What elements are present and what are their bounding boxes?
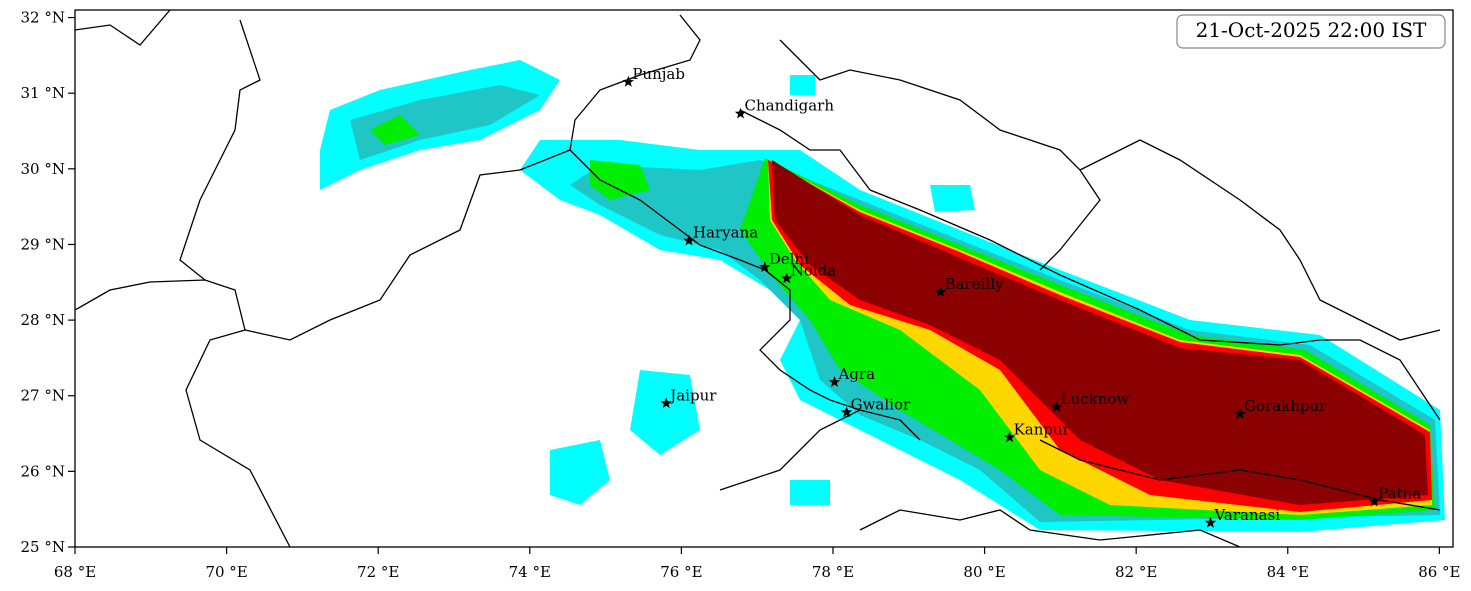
city-label: Patna [1378,485,1421,503]
x-tick-label: 82 °E [1115,563,1157,581]
border [1039,439,1441,511]
precip-extreme [772,160,1428,505]
borders [75,10,1441,547]
y-tick-label: 32 °N [21,9,65,27]
dynamic-layer: 68 °E 70 °E 72 °E 74 °E 76 °E 78 °E 80 °E 82 °E… [21,9,1461,581]
y-tick-label: 31 °N [21,84,65,102]
city-marker [840,406,853,418]
city-marker [828,376,841,387]
title-box: 21-Oct-2025 22:00 IST [1176,14,1446,49]
x-tick-label: 72 °E [357,563,399,581]
city-marker [781,272,793,284]
city-label: Kanpur [1014,420,1071,438]
border [1079,139,1441,341]
city-label: Chandigarh [745,97,835,115]
city-marker [734,107,747,119]
city-label: Jaipur [668,386,717,404]
y-tick-label: 28 °N [21,311,65,329]
city-label: Punjab [632,65,685,83]
border [75,10,171,46]
x-tick-label: 86 °E [1418,563,1460,581]
city-marker [1003,431,1016,443]
city-label: Varanasi [1213,506,1280,524]
precip-layer [320,60,1445,532]
city-marker [1050,401,1063,412]
x-tick-label: 76 °E [660,563,702,581]
border [569,149,921,441]
y-tick-label: 26 °N [21,462,65,480]
map-title: 21-Oct-2025 22:00 IST [1196,18,1427,42]
city-label: Noida [791,262,837,280]
x-tick-label: 78 °E [812,563,854,581]
border [779,39,1101,271]
city-label: Haryana [693,224,758,242]
title-background [1176,14,1446,49]
city-marker [683,234,695,246]
city-label: Lucknow [1061,390,1130,408]
city-label: Gorakhpur [1244,397,1327,415]
frame [74,9,1454,548]
x-tick-label: 70 °E [205,563,247,581]
border [185,329,246,391]
city-marker [1234,407,1246,419]
x-tick-label: 68 °E [54,563,96,581]
border [739,109,871,191]
x-tick-label: 80 °E [963,563,1005,581]
border [859,509,1241,547]
border [869,189,1441,421]
border [75,14,701,341]
city-marker [934,286,947,297]
city-label: Bareilly [945,275,1004,293]
y-tick-label: 25 °N [21,538,65,556]
border [185,389,291,547]
y-tick-label: 30 °N [21,160,65,178]
y-tick-label: 29 °N [21,235,65,253]
border [719,409,861,491]
city-marker [660,397,672,409]
city-marker [759,261,771,272]
x-tick-label: 74 °E [509,563,551,581]
x-tick-label: 84 °E [1267,563,1309,581]
city-marker [622,75,634,87]
city-marker [1368,495,1380,507]
city-marker [1204,516,1217,528]
y-tick-label: 27 °N [21,387,65,405]
city-label: Gwalior [851,395,911,413]
city-label: Delhi [769,250,809,268]
city-label: Agra [837,365,875,383]
border [179,19,261,281]
